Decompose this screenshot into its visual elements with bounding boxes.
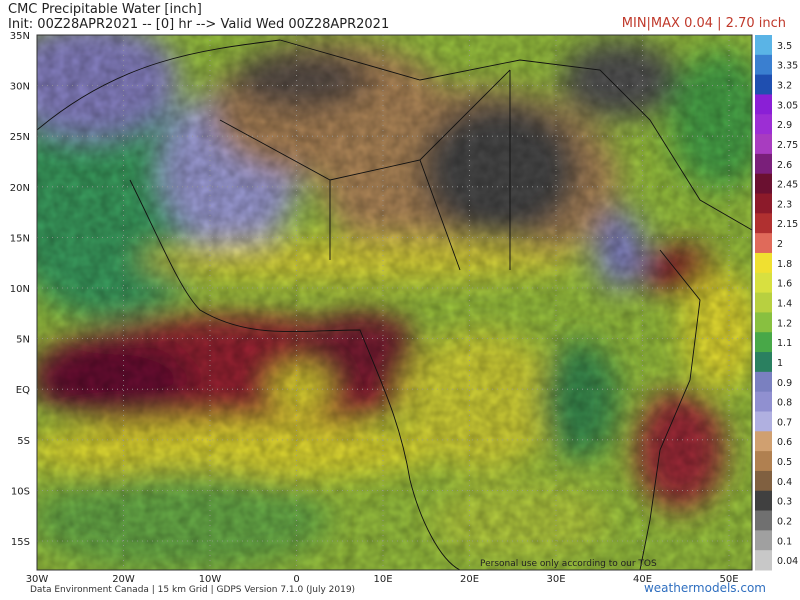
lon-label: 20W (112, 574, 135, 585)
colorbar-label: 1.1 (777, 338, 792, 349)
colorbar-swatch (755, 431, 772, 452)
lat-label: 35N (10, 31, 30, 42)
colorbar-swatch (755, 272, 772, 294)
colorbar-swatch (755, 510, 772, 531)
colorbar-swatch (755, 114, 772, 135)
colorbar-label: 3.5 (777, 41, 792, 52)
colorbar-swatch (755, 252, 772, 274)
colorbar-swatch (755, 153, 772, 175)
colorbar-label: 0.1 (777, 536, 792, 547)
lon-label: 20E (460, 574, 479, 585)
colorbar-label: 1.2 (777, 318, 792, 329)
colorbar-swatch (755, 94, 772, 115)
credit: Data Environment Canada | 15 km Grid | G… (30, 585, 356, 595)
colorbar-label: 0.3 (777, 497, 792, 508)
lon-label: 10E (373, 574, 392, 585)
colorbar-label: 1 (777, 358, 783, 369)
colorbar-label: 0.9 (777, 378, 792, 389)
colorbar-swatch (755, 134, 772, 155)
colorbar-swatch (755, 530, 772, 551)
colorbar-swatch (755, 35, 772, 56)
lon-label: 0 (293, 574, 299, 585)
colorbar-label: 2.3 (777, 199, 792, 210)
lat-label: 10S (11, 486, 30, 497)
lon-label: 30E (546, 574, 565, 585)
lon-label: 10W (199, 574, 222, 585)
colorbar-label: 0.2 (777, 516, 792, 527)
colorbar-label: 0.8 (777, 398, 792, 409)
colorbar-label: 0.5 (777, 457, 792, 468)
colorbar-swatch (755, 193, 772, 214)
brand: weathermodels.com (643, 581, 766, 595)
colorbar-swatch (755, 173, 772, 195)
lat-label: 25N (10, 132, 30, 143)
colorbar-label: 0.6 (777, 437, 792, 448)
colorbar-label: 1.6 (777, 279, 792, 290)
colorbar-label: 2.15 (777, 219, 798, 230)
lat-label: 20N (10, 183, 30, 194)
colorbar-label: 1.8 (777, 259, 792, 270)
tos-note: Personal use only according to our TOS (480, 559, 657, 569)
lon-label: 50E (719, 574, 738, 585)
lat-label: 5N (16, 335, 30, 346)
colorbar-label: 3.05 (777, 100, 798, 111)
colorbar-label: 2.9 (777, 120, 792, 131)
min-max: MIN|MAX 0.04 | 2.70 inch (621, 16, 786, 31)
colorbar-label: 0.4 (777, 477, 792, 488)
colorbar-swatch (755, 391, 772, 412)
colorbar-swatch (755, 312, 772, 333)
colorbar-label: 0.04 (777, 556, 798, 567)
lon-label: 30W (26, 574, 49, 585)
field (37, 35, 752, 570)
colorbar-swatch (755, 371, 772, 393)
colorbar-label: 2 (777, 239, 783, 250)
colorbar-swatch (755, 490, 772, 512)
colorbar-swatch (755, 332, 772, 353)
lat-label: 10N (10, 284, 30, 295)
colorbar-label: 3.2 (777, 81, 792, 92)
lat-label: 15N (10, 233, 30, 244)
colorbar-label: 1.4 (777, 299, 792, 310)
colorbar-swatch (755, 292, 772, 313)
lat-label: 5S (17, 436, 30, 447)
map-subtitle: Init: 00Z28APR2021 -- [0] hr --> Valid W… (8, 17, 390, 32)
colorbar-label: 0.7 (777, 417, 792, 428)
colorbar-label: 2.75 (777, 140, 798, 151)
colorbar-label: 3.35 (777, 61, 798, 72)
colorbar-swatch (755, 550, 772, 571)
map-frame (36, 34, 753, 571)
colorbar-label: 2.6 (777, 160, 792, 171)
colorbar-swatch (755, 470, 772, 492)
map-title: CMC Precipitable Water [inch] (8, 2, 202, 17)
lat-label: 15S (11, 537, 30, 548)
lat-label: EQ (16, 385, 30, 396)
lon-label: 40E (633, 574, 652, 585)
colorbar-swatch (755, 74, 772, 95)
colorbar-label: 2.45 (777, 180, 798, 191)
colorbar-swatch (755, 411, 772, 432)
colorbar-swatch (755, 451, 772, 472)
lat-label: 30N (10, 82, 30, 93)
colorbar-swatch (755, 233, 772, 254)
colorbar-swatch (755, 54, 772, 76)
colorbar-swatch (755, 352, 772, 373)
colorbar-swatch (755, 213, 772, 234)
